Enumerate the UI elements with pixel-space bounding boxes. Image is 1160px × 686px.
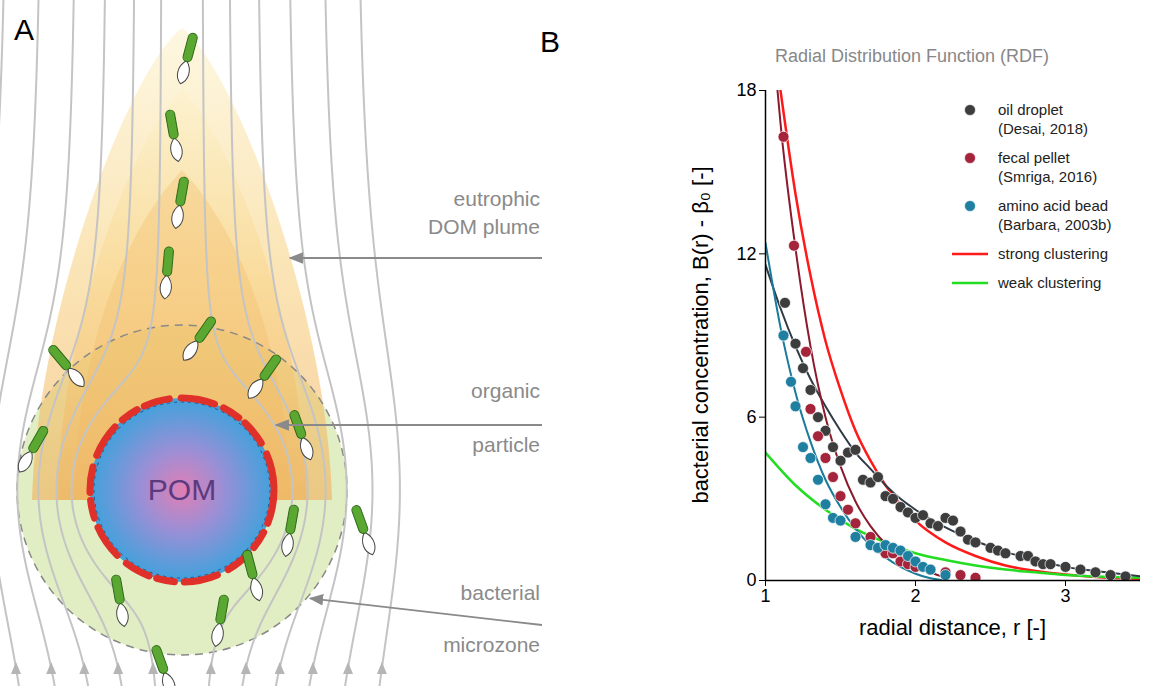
- svg-text:radial distance, r [-]: radial distance, r [-]: [859, 615, 1046, 640]
- svg-text:B: B: [540, 25, 560, 58]
- svg-text:Radial Distribution Function (: Radial Distribution Function (RDF): [775, 46, 1049, 66]
- svg-text:0: 0: [746, 570, 756, 590]
- svg-text:A: A: [14, 13, 34, 46]
- svg-text:amino acid bead: amino acid bead: [998, 197, 1108, 214]
- svg-text:(Barbara, 2003b): (Barbara, 2003b): [998, 216, 1111, 233]
- svg-text:strong clustering: strong clustering: [998, 245, 1108, 262]
- svg-text:bacterial concentration, B(r): bacterial concentration, B(r) - β₀ [-]: [688, 166, 713, 503]
- svg-text:(Desai, 2018): (Desai, 2018): [998, 120, 1088, 137]
- svg-text:(Smriga, 2016): (Smriga, 2016): [998, 168, 1097, 185]
- svg-text:oil droplet: oil droplet: [998, 101, 1064, 118]
- svg-text:2: 2: [910, 586, 920, 606]
- svg-text:bacterial: bacterial: [461, 581, 540, 604]
- svg-text:POM: POM: [148, 473, 216, 506]
- svg-text:1: 1: [760, 586, 770, 606]
- svg-text:fecal pellet: fecal pellet: [998, 149, 1071, 166]
- svg-text:12: 12: [736, 244, 756, 264]
- svg-text:weak clustering: weak clustering: [997, 274, 1101, 291]
- svg-text:particle: particle: [472, 433, 540, 456]
- svg-text:eutrophic: eutrophic: [454, 187, 540, 210]
- svg-text:3: 3: [1060, 586, 1070, 606]
- svg-text:microzone: microzone: [443, 633, 540, 656]
- svg-text:DOM plume: DOM plume: [428, 215, 540, 238]
- svg-text:organic: organic: [471, 379, 540, 402]
- svg-text:18: 18: [736, 80, 756, 100]
- svg-text:6: 6: [746, 407, 756, 427]
